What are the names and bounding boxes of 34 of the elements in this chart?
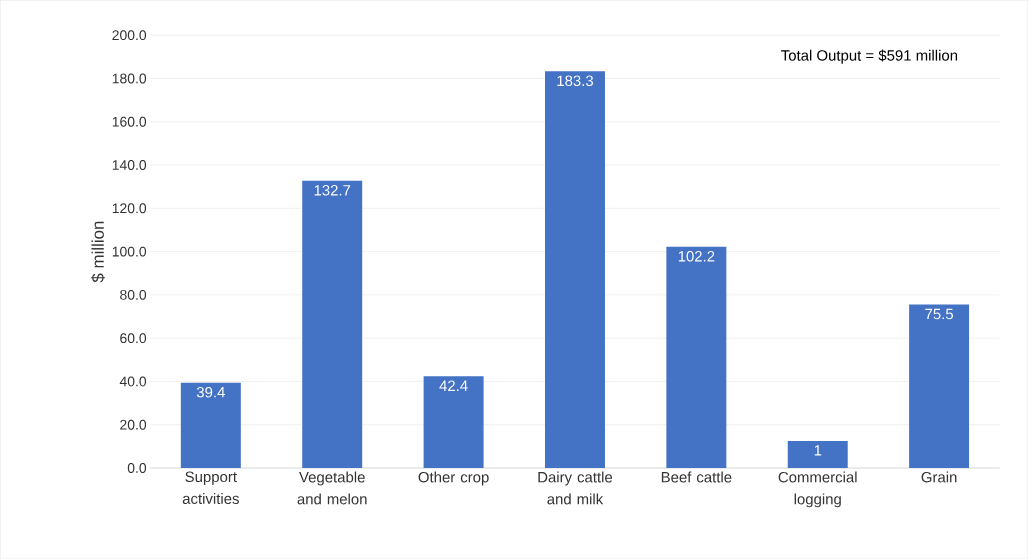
data-label: 75.5 [925,308,954,320]
bar [544,71,605,468]
y-tick-label: 40.0 [119,376,147,387]
data-label: 132.7 [314,184,351,196]
data-label: 183.3 [557,75,594,87]
x-tick-label: Commercial logging [778,471,857,508]
y-tick-label: 180.0 [112,73,147,84]
bar [180,382,241,468]
bar [302,180,363,468]
y-tick-label: 100.0 [112,246,147,257]
y-tick-label: 60.0 [120,333,147,344]
y-tick-label: 160.0 [112,116,147,127]
data-label: 42.4 [439,380,468,391]
x-tick-label: Support activities [182,471,239,504]
bar [787,440,848,468]
x-tick-label: Other crop [418,471,489,486]
x-tick-label: Dairy cattle and milk [538,471,613,505]
data-label: 39.4 [196,386,225,398]
x-tick-label: Vegetable and melon [297,471,367,505]
annotation: 1 [814,445,822,456]
y-tick-label: 120.0 [112,203,147,214]
x-tick-label: Beef cattle [661,471,732,483]
y-tick-label: 20.0 [120,419,147,430]
bar [666,246,727,468]
y-tick-label: 140.0 [112,160,147,170]
bar [423,376,484,468]
y-tick-label: 0.0 [127,462,147,473]
y-tick-label: 200.0 [112,30,147,41]
data-label: 102.2 [678,250,715,262]
y-tick-label: 80.0 [120,289,147,300]
annotation: Total Output = $591 million [781,49,958,64]
y-axis-title: $ million [91,221,105,283]
bar [909,304,970,468]
x-tick-label: Grain [921,471,957,483]
